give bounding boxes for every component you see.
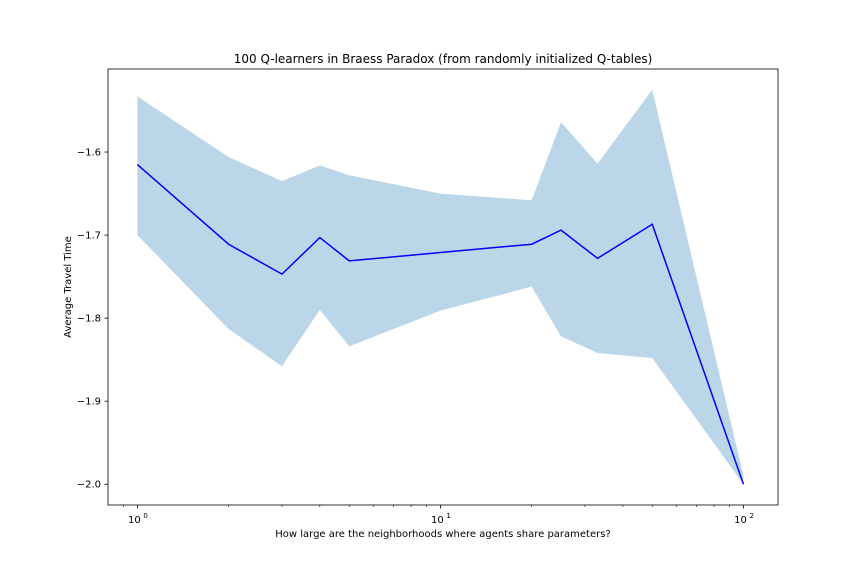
axes: 10 0 10 1 10 2−1.6−1.7−1.8−1.9−2.0 <box>77 148 754 526</box>
y-axis-label: Average Travel Time <box>63 236 74 338</box>
x-tick-exponent-2: 2 <box>749 512 753 520</box>
y-tick-label-2: −1.8 <box>77 314 101 325</box>
y-tick-label-3: −1.9 <box>77 397 101 408</box>
chart-title: 100 Q-learners in Braess Paradox (from r… <box>234 52 653 66</box>
y-tick-label-1: −1.7 <box>77 231 101 242</box>
confidence-band-0 <box>137 89 744 485</box>
y-tick-label-0: −1.6 <box>77 148 101 159</box>
axes-frame <box>107 68 779 506</box>
x-tick-exponent-1: 1 <box>446 512 450 520</box>
x-tick-exponent-0: 0 <box>143 512 147 520</box>
x-tick-label-0: 10 <box>128 515 141 526</box>
mean-line-0 <box>136 163 745 485</box>
x-tick-label-2: 10 <box>734 515 747 526</box>
plot-area <box>136 89 745 485</box>
x-axis-label: How large are the neighborhoods where ag… <box>275 529 611 540</box>
y-tick-label-4: −2.0 <box>77 480 101 491</box>
x-tick-label-1: 10 <box>431 515 444 526</box>
